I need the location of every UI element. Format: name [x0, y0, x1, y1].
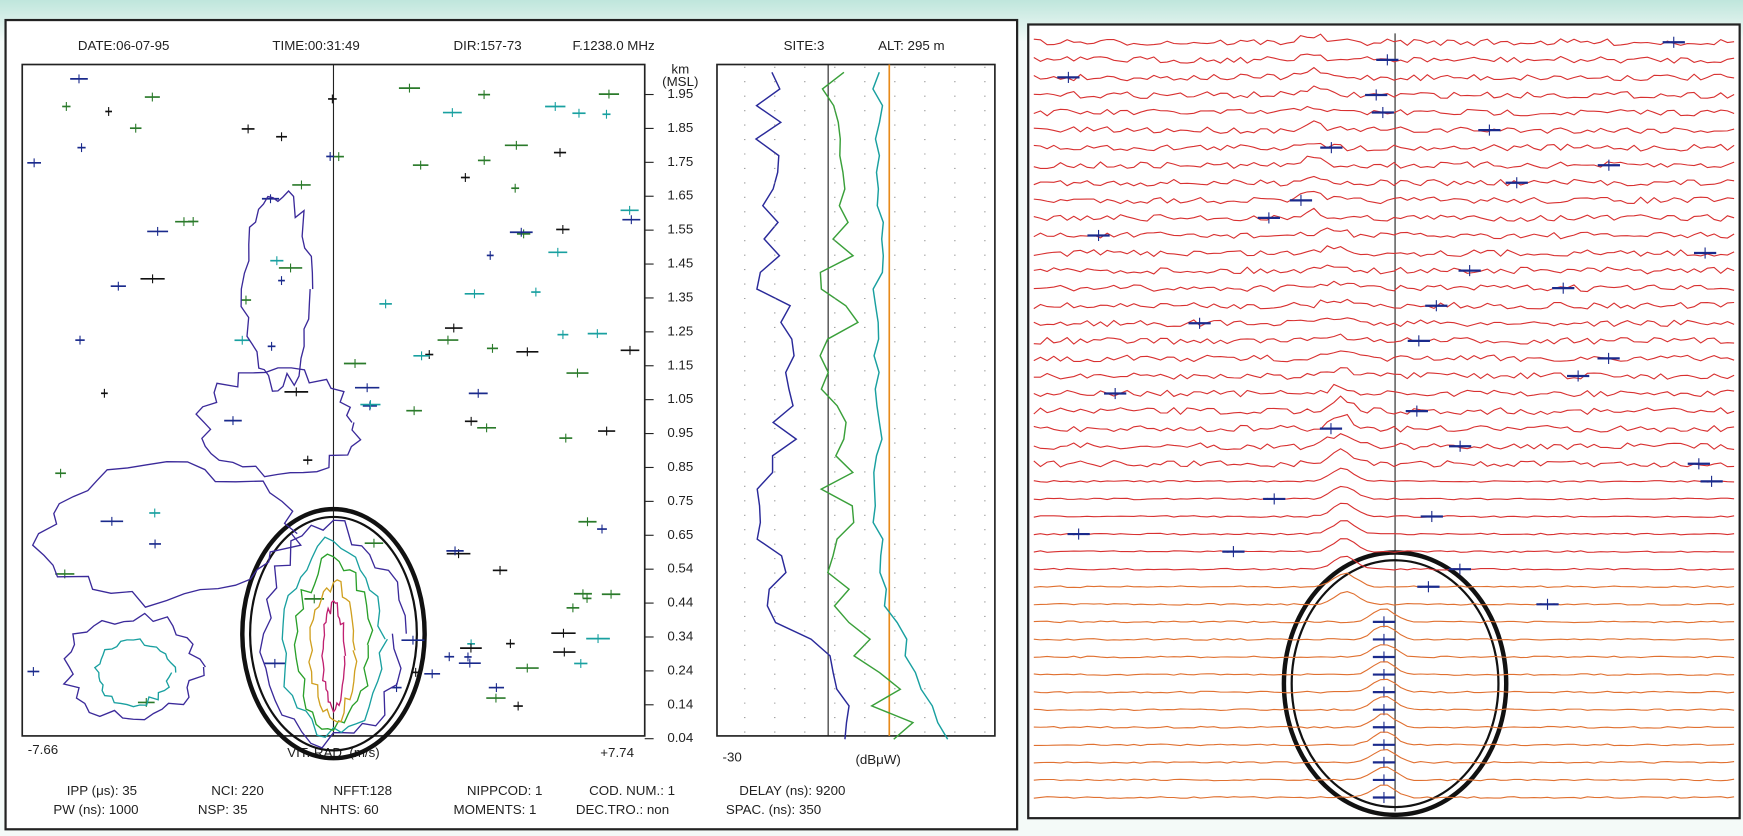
height-label: 1.35: [667, 289, 693, 304]
date: DATE:06-07-95: [78, 38, 170, 53]
footer-param: IPP (μs): 35: [67, 783, 137, 798]
height-label: 0.24: [667, 662, 694, 677]
height-label: 0.85: [667, 459, 693, 474]
height-label: 0.04: [667, 730, 694, 745]
footer-param: PW (ns): 1000: [53, 802, 138, 817]
height-label: 0.65: [667, 527, 693, 542]
left-frame: [6, 20, 1018, 829]
footer-param: NFFT:128: [333, 783, 392, 798]
footer-param: NCI: 220: [211, 783, 264, 798]
frequency: F.1238.0 MHz: [572, 38, 654, 53]
height-label: 0.95: [667, 425, 693, 440]
height-label: 0.44: [667, 595, 694, 610]
time: TIME:00:31:49: [272, 38, 359, 53]
height-label: 1.95: [667, 86, 693, 101]
power-label: (dBμW): [855, 752, 900, 767]
x-min: -7.66: [28, 742, 58, 757]
height-label: 1.55: [667, 222, 693, 237]
footer-param: NIPPCOD: 1: [467, 783, 543, 798]
height-label: 1.85: [667, 120, 693, 135]
height-label: 1.15: [667, 357, 693, 372]
height-label: 0.54: [667, 561, 694, 576]
direction: DIR:157-73: [454, 38, 522, 53]
footer-param: MOMENTS: 1: [454, 802, 537, 817]
footer-param: DELAY (ns): 9200: [739, 783, 845, 798]
height-label: 1.25: [667, 323, 693, 338]
page: DATE:06-07-95 TIME:00:31:49 DIR:157-73 F…: [0, 0, 1743, 836]
x-max: +7.74: [600, 745, 634, 760]
power-min: -30: [723, 750, 742, 765]
footer-param: NSP: 35: [198, 802, 248, 817]
footer-param: COD. NUM.: 1: [589, 783, 675, 798]
right-frame: [1028, 24, 1739, 818]
height-label: 1.75: [667, 154, 693, 169]
footer-param: NHTS: 60: [320, 802, 379, 817]
screenshot: DATE:06-07-95 TIME:00:31:49 DIR:157-73 F…: [0, 0, 1743, 836]
footer-param: SPAC. (ns): 350: [726, 802, 821, 817]
altitude: ALT: 295 m: [878, 38, 944, 53]
height-label: 1.45: [667, 256, 693, 271]
site: SITE:3: [784, 38, 825, 53]
height-label: 0.14: [667, 696, 694, 711]
height-label: 1.05: [667, 391, 693, 406]
height-label: 0.75: [667, 493, 693, 508]
footer-param: DEC.TRO.: non: [576, 802, 669, 817]
height-label: 0.34: [667, 629, 694, 644]
height-label: 1.65: [667, 188, 693, 203]
